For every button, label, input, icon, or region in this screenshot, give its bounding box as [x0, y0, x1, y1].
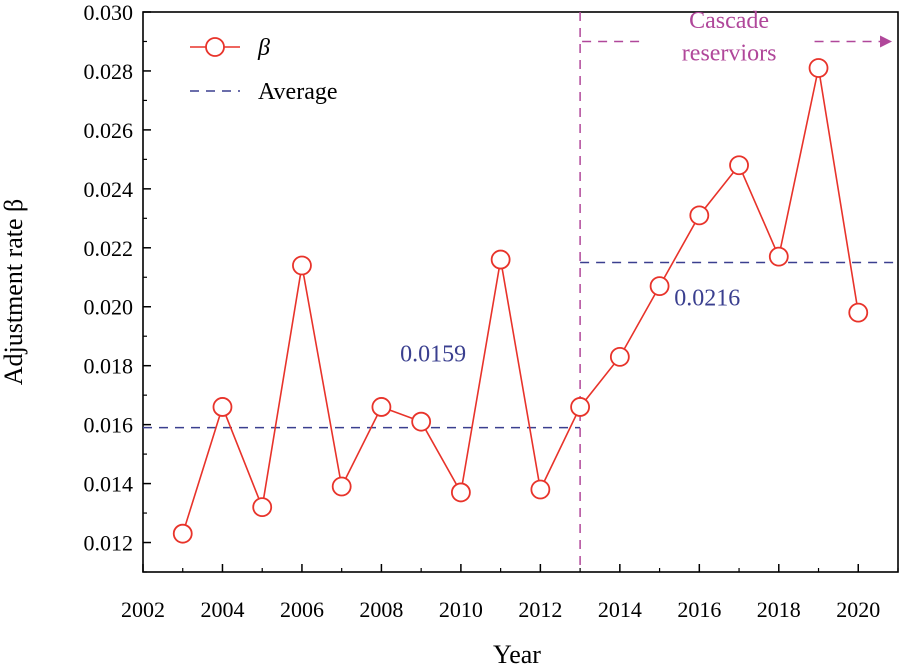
legend-label-beta: β — [257, 35, 270, 61]
average-label: 0.0216 — [674, 285, 740, 311]
data-point — [768, 246, 789, 267]
series-beta — [172, 58, 869, 544]
y-axis-ticks: 0.012 0.014 0.016 0.018 0.020 0.022 0.024 0.026… — [84, 0, 151, 573]
data-point — [371, 397, 392, 417]
y-tick-label: 0.016 — [84, 413, 134, 438]
average-label: 0.0159 — [400, 341, 466, 367]
y-tick-label: 0.012 — [84, 531, 134, 556]
data-point — [450, 482, 471, 503]
data-point — [212, 397, 233, 417]
x-tick-label: 2004 — [200, 597, 244, 622]
data-point — [808, 58, 829, 78]
data-point — [729, 155, 749, 176]
y-tick-label: 0.014 — [84, 472, 134, 497]
y-tick-label: 0.028 — [84, 59, 134, 84]
data-point — [411, 411, 432, 432]
legend: β Average — [190, 35, 338, 105]
data-point — [331, 476, 352, 497]
x-tick-label: 2016 — [677, 597, 721, 622]
x-tick-label: 2010 — [439, 597, 483, 622]
y-tick-label: 0.030 — [84, 0, 134, 25]
data-point — [292, 255, 312, 276]
cascade-annotation: Cascade reserviors — [579, 8, 893, 572]
y-tick-label: 0.020 — [84, 295, 134, 320]
data-point — [848, 302, 869, 323]
cascade-label-line1: Cascade — [689, 8, 769, 34]
y-tick-label: 0.022 — [84, 236, 134, 261]
x-tick-label: 2020 — [836, 597, 880, 622]
x-tick-label: 2002 — [121, 597, 165, 622]
data-point — [172, 523, 193, 544]
x-tick-label: 2008 — [359, 597, 403, 622]
legend-marker-beta — [205, 37, 225, 57]
data-point — [689, 205, 710, 226]
average-lines: 0.0159 0.0216 — [143, 261, 898, 429]
x-tick-label: 2006 — [280, 597, 324, 622]
y-tick-label: 0.024 — [84, 177, 134, 202]
series-line-beta — [181, 67, 860, 534]
data-point — [490, 249, 511, 270]
cascade-label-line2: reserviors — [682, 41, 777, 67]
y-axis-title: Adjustment rate β — [0, 199, 28, 386]
data-point — [530, 479, 551, 500]
data-point — [252, 497, 273, 518]
cascade-arrowhead — [880, 35, 893, 48]
x-tick-label: 2018 — [757, 597, 801, 622]
data-point — [570, 397, 591, 417]
legend-label-average: Average — [258, 79, 338, 105]
x-axis-ticks: 2002 2004 2006 2008 2010 2012 2014 2016 2018 2020 — [121, 564, 899, 622]
plot-frame — [142, 11, 899, 573]
data-point — [609, 346, 630, 367]
data-point — [649, 276, 670, 297]
y-tick-label: 0.026 — [84, 118, 134, 143]
x-tick-label: 2014 — [598, 597, 642, 622]
x-axis-title: Year — [493, 640, 541, 668]
y-tick-label: 0.018 — [84, 354, 134, 379]
x-tick-label: 2012 — [518, 597, 562, 622]
